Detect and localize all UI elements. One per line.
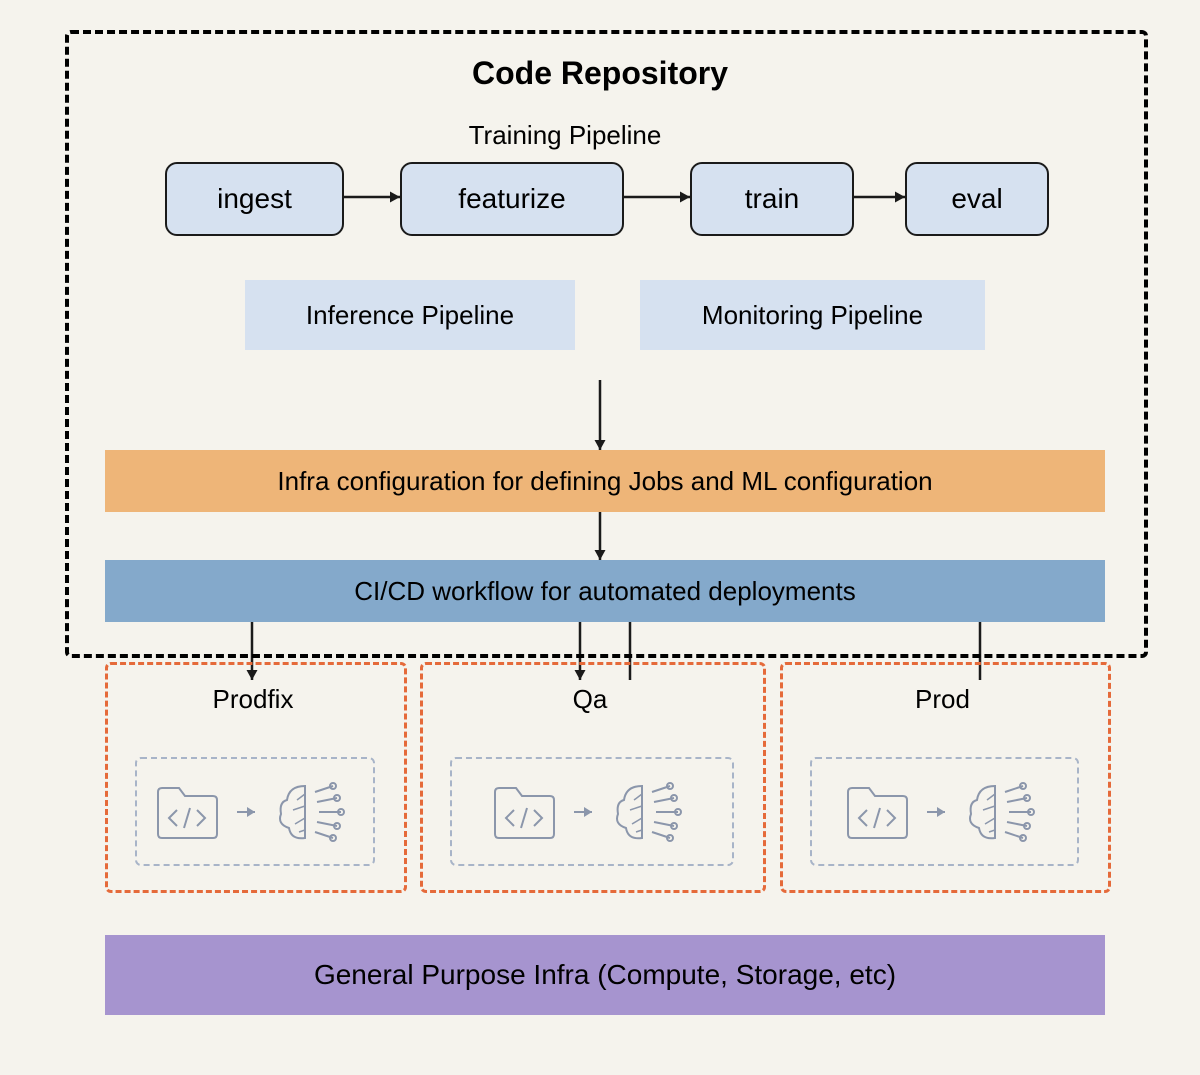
code-repository-title: Code Repository [420, 55, 780, 92]
pipeline-stage-ingest: ingest [165, 162, 344, 236]
env-prod-inner [810, 757, 1079, 866]
pipeline-stage-train: train [690, 162, 854, 236]
pipeline-stage-eval: eval [905, 162, 1049, 236]
training-pipeline-label: Training Pipeline [435, 120, 695, 151]
env-prod-icon [835, 772, 1055, 852]
pipeline-stage-featurize: featurize [400, 162, 624, 236]
env-prodfix-title: Prodfix [105, 684, 401, 715]
env-qa-title: Qa [420, 684, 760, 715]
inference-pipeline-box: Inference Pipeline [245, 280, 575, 350]
env-prod-title: Prod [780, 684, 1105, 715]
monitoring-pipeline-box: Monitoring Pipeline [640, 280, 985, 350]
env-qa-icon [482, 772, 702, 852]
general-purpose-infra-band: General Purpose Infra (Compute, Storage,… [105, 935, 1105, 1015]
cicd-band: CI/CD workflow for automated deployments [105, 560, 1105, 622]
env-prodfix-icon [145, 772, 365, 852]
infra-config-band: Infra configuration for defining Jobs an… [105, 450, 1105, 512]
env-qa-inner [450, 757, 734, 866]
env-prodfix-inner [135, 757, 375, 866]
